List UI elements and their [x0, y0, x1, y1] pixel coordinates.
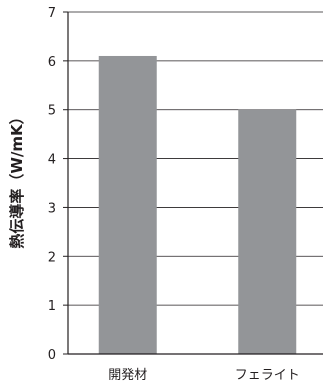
y-tick-label-2: 2: [48, 250, 56, 265]
bar-1: [238, 109, 297, 354]
x-category-labels: 開発材 フェライト: [108, 368, 300, 383]
y-tick-label-0: 0: [48, 348, 56, 363]
y-tick-label-3: 3: [48, 201, 56, 216]
y-axis-label: 熱伝導率（W/mK）: [8, 109, 26, 248]
y-tick-label-7: 7: [48, 6, 56, 21]
y-tick-label-5: 5: [48, 104, 56, 119]
x-category-label-1: フェライト: [235, 368, 300, 383]
bar-0: [98, 55, 157, 354]
axes: [63, 11, 323, 355]
x-category-label-0: 開発材: [108, 368, 147, 383]
y-tick-label-4: 4: [48, 153, 56, 168]
y-tick-label-1: 1: [48, 299, 56, 314]
bars: [98, 55, 297, 354]
y-tick-labels: 0 1 2 3 4 5 6 7: [48, 6, 56, 363]
y-tick-label-6: 6: [48, 55, 56, 70]
